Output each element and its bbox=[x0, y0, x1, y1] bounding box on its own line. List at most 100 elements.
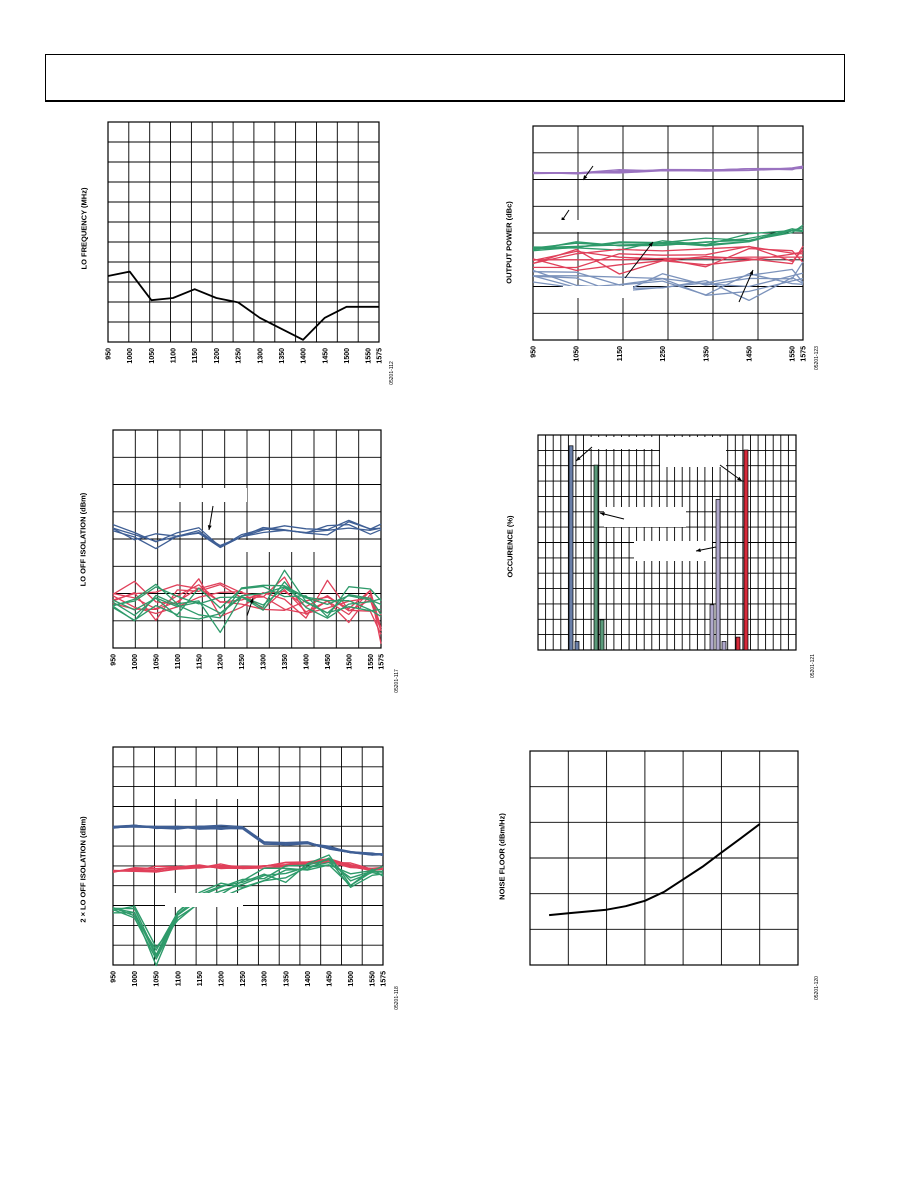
noise-floor-figure-id: 05201-120 bbox=[814, 976, 820, 1000]
annotation-arrowhead bbox=[696, 548, 701, 552]
bar bbox=[735, 636, 741, 651]
noise-svg bbox=[529, 750, 799, 966]
bar bbox=[743, 449, 749, 651]
annotation-label-box bbox=[547, 220, 607, 232]
annotation-label-box bbox=[563, 286, 633, 298]
series-line bbox=[532, 245, 804, 269]
x-tick-label: 1500 bbox=[348, 971, 355, 987]
x-tick-label: 1000 bbox=[132, 654, 139, 670]
x-tick-label: 1500 bbox=[344, 348, 351, 364]
annotation-arrow bbox=[624, 241, 654, 279]
output-power-ylabel: OUTPUT POWER (dBc) bbox=[504, 201, 514, 284]
x-tick-label: 1200 bbox=[219, 971, 226, 987]
x-tick-label: 1050 bbox=[149, 348, 156, 364]
x-tick-label: 1300 bbox=[257, 348, 264, 364]
x-tick-label: 1575 bbox=[801, 346, 808, 362]
annotation-arrows bbox=[575, 446, 743, 552]
x-tick-label: 1000 bbox=[127, 348, 134, 364]
lo-frequency-figure-id: 05201-112 bbox=[389, 361, 395, 385]
output_power-series bbox=[532, 165, 804, 302]
lo_freq-svg: 950 1000 1050 1100 1150 1200 1250 1300 1350 1400 1… bbox=[106, 121, 384, 364]
series-line bbox=[549, 823, 761, 917]
x-tick-label: 1575 bbox=[381, 971, 388, 987]
series-line bbox=[112, 854, 384, 951]
x-tick-labels: 950 1000 1050 1100 1150 1200 1250 1300 1350 1400 1… bbox=[106, 348, 384, 364]
series-line bbox=[112, 576, 382, 629]
x-tick-label: 1250 bbox=[240, 971, 247, 987]
x-tick-label: 1550 bbox=[366, 348, 373, 364]
plot-frame bbox=[529, 750, 799, 966]
x-tick-label: 1550 bbox=[790, 346, 797, 362]
x-tick-label: 950 bbox=[106, 348, 113, 360]
x-tick-label: 1400 bbox=[301, 348, 308, 364]
x-tick-label: 1575 bbox=[377, 348, 384, 364]
x-tick-label: 1350 bbox=[282, 654, 289, 670]
series-line bbox=[112, 824, 384, 857]
series-line bbox=[107, 270, 379, 341]
bar bbox=[721, 641, 727, 651]
x-tick-label: 950 bbox=[111, 971, 118, 983]
bar bbox=[599, 619, 605, 651]
annotation-label-box bbox=[175, 488, 247, 502]
output-power-chart: 950 1050 1150 1250 1350 1450 1550 1575 bbox=[531, 125, 808, 390]
lo-frequency-chart: 950 1000 1050 1100 1150 1200 1250 1300 1350 1400 1… bbox=[106, 121, 384, 392]
annotation-label-box bbox=[157, 787, 253, 799]
x-tick-label: 1050 bbox=[154, 971, 161, 987]
series-line bbox=[112, 519, 382, 548]
x-tick-label: 950 bbox=[111, 654, 118, 666]
bar bbox=[709, 604, 715, 651]
series-line bbox=[532, 227, 804, 252]
x-tick-label: 1400 bbox=[304, 654, 311, 670]
lo2x-grid bbox=[113, 747, 383, 965]
series-line bbox=[532, 228, 804, 249]
annotation-arrowhead bbox=[207, 525, 212, 530]
series-line bbox=[112, 861, 383, 957]
annotation-arrowhead bbox=[249, 598, 254, 603]
x-tick-label: 1350 bbox=[703, 346, 710, 362]
x-tick-label: 1250 bbox=[236, 348, 243, 364]
series-line bbox=[532, 271, 804, 296]
two-x-lo-off-isolation-figure-id: 05201-118 bbox=[394, 986, 400, 1010]
noise-floor-chart bbox=[529, 750, 799, 1015]
annotation-label-box bbox=[237, 540, 317, 552]
x-tick-label: 1100 bbox=[175, 654, 182, 669]
annotation-arrowhead bbox=[737, 476, 742, 481]
x-tick-label: 1450 bbox=[325, 654, 332, 670]
x-tick-label: 1450 bbox=[327, 971, 334, 987]
x-tick-label: 950 bbox=[531, 346, 538, 358]
x-tick-label: 1550 bbox=[370, 971, 377, 987]
lo-off-isolation-ylabel: LO OFF ISOLATION (dBm) bbox=[78, 492, 88, 587]
occurence-chart bbox=[537, 434, 797, 700]
x-tick-label: 1350 bbox=[283, 971, 290, 987]
annotation-label-box bbox=[165, 893, 243, 907]
x-tick-labels: 950 1000 1050 1100 1150 1200 1250 1300 1350 1400 1… bbox=[111, 654, 386, 670]
x-tick-label: 1250 bbox=[660, 346, 667, 362]
x-tick-label: 1450 bbox=[322, 348, 329, 364]
x-tick-labels: 950 1050 1150 1250 1350 1450 1550 1575 bbox=[531, 346, 808, 362]
two-x-lo-off-isolation-ylabel: 2 × LO OFF ISOLATION (dBm) bbox=[78, 816, 88, 923]
bar bbox=[715, 499, 721, 651]
x-tick-label: 1400 bbox=[305, 971, 312, 987]
two-x-lo-off-isolation-chart: 950 1000 1050 1100 1150 1200 1250 1300 1350 1400 1… bbox=[111, 746, 388, 1015]
series-line bbox=[112, 523, 382, 548]
annotation-arrows bbox=[560, 165, 754, 303]
occurence-ylabel: OCCURENCE (%) bbox=[505, 515, 515, 578]
annotation-arrowhead bbox=[583, 175, 588, 180]
series-line bbox=[112, 864, 384, 960]
lo-frequency-ylabel: LO FREQUENCY (MHz) bbox=[79, 187, 89, 270]
x-tick-label: 1300 bbox=[262, 971, 269, 987]
occurence-bars bbox=[568, 445, 749, 651]
x-tick-label: 1050 bbox=[574, 346, 581, 362]
annotation-arrowhead bbox=[648, 242, 653, 247]
lo_freq-series bbox=[107, 270, 379, 341]
x-tick-label: 1250 bbox=[239, 654, 246, 670]
lo_freq-grid bbox=[108, 122, 379, 342]
output-power-figure-id: 05201-123 bbox=[814, 346, 820, 370]
series-line bbox=[112, 581, 382, 620]
noise-floor-ylabel: NOISE FLOOR (dBm/Hz) bbox=[497, 813, 507, 900]
annotation-label-box bbox=[604, 507, 686, 527]
x-tick-label: 1150 bbox=[197, 971, 204, 986]
series-line bbox=[112, 585, 382, 621]
x-tick-label: 1575 bbox=[379, 654, 386, 670]
lo_off-svg: 950 1000 1050 1100 1150 1200 1250 1300 1350 1400 1… bbox=[111, 429, 386, 670]
